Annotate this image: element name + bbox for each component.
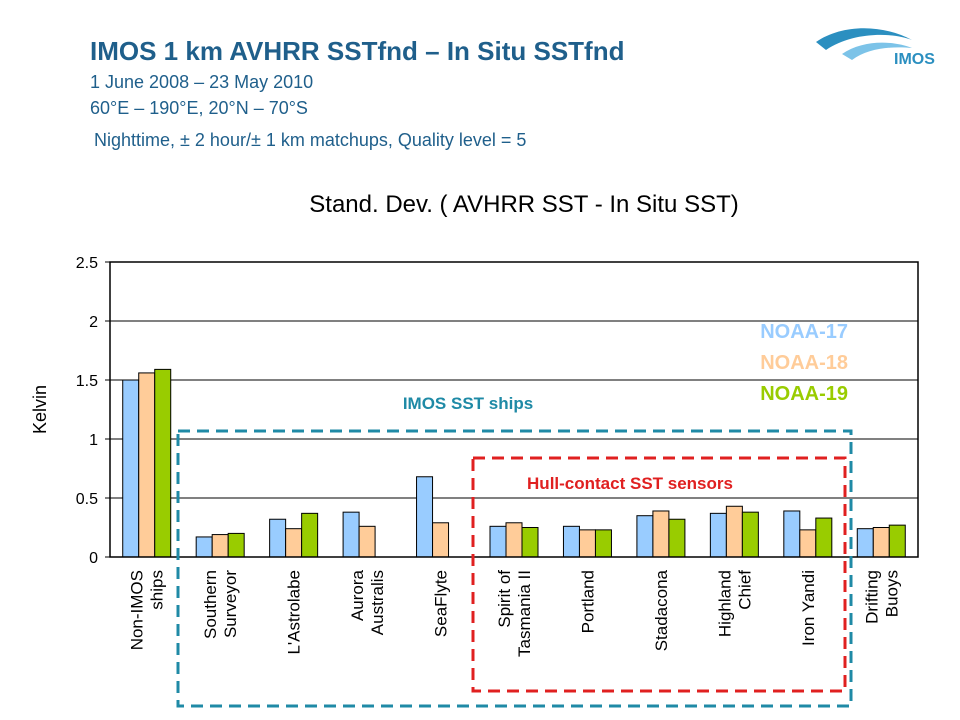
bar-noaa-18-3: [358, 525, 376, 558]
x-tick-label: SeaFlyte: [432, 570, 451, 637]
bar-noaa-18-8: [725, 505, 743, 558]
bar-noaa-19-10: [888, 524, 906, 558]
bar-noaa-19-0: [154, 368, 172, 558]
bar-noaa-18-10: [872, 527, 890, 558]
x-tick-label: HighlandChief: [715, 570, 754, 637]
x-tick-label: AuroraAustralis: [348, 569, 387, 635]
legend-noaa-19: NOAA-19: [760, 383, 848, 405]
x-tick-label: Stadacona: [652, 569, 671, 651]
y-tick-label: 0: [89, 550, 98, 567]
matchup-criteria: Nighttime, ± 2 hour/± 1 km matchups, Qua…: [94, 130, 527, 150]
x-tick-label: DriftingBuoys: [862, 570, 901, 624]
bar-noaa-17-10: [856, 528, 874, 558]
x-tick-label: L'Astrolabe: [285, 570, 304, 655]
legend-noaa-17: NOAA-17: [760, 321, 848, 343]
bar-noaa-17-3: [342, 511, 360, 558]
bar-noaa-19-5: [521, 527, 539, 558]
legend-noaa-18: NOAA-18: [760, 352, 848, 374]
bar-noaa-19-2: [301, 512, 319, 558]
bar-noaa-19-7: [668, 518, 686, 558]
y-tick-label: 2: [89, 314, 98, 331]
x-tick-label: Non-IMOSships: [128, 570, 167, 650]
bar-noaa-17-0: [122, 379, 140, 558]
imos-ships-box: [176, 429, 853, 708]
bar-noaa-19-6: [594, 529, 612, 558]
bar-noaa-17-9: [783, 510, 801, 558]
bar-noaa-19-9: [815, 517, 833, 558]
bar-noaa-18-9: [799, 529, 817, 558]
bar-noaa-17-8: [709, 512, 727, 558]
plot-frame: [109, 261, 919, 558]
hull-contact-box: [471, 456, 847, 693]
bar-noaa-18-6: [578, 529, 596, 558]
bar-noaa-18-4: [432, 522, 450, 558]
bar-noaa-18-5: [505, 522, 523, 558]
bar-noaa-19-1: [227, 532, 245, 558]
y-tick-label: 1: [89, 432, 98, 449]
x-tick-label: SouthernSurveyor: [201, 570, 240, 639]
bar-noaa-18-2: [285, 528, 303, 558]
annotation-hull-contact: Hull-contact SST sensors: [527, 474, 733, 493]
logo-text: IMOS: [894, 51, 935, 68]
bar-noaa-18-1: [211, 534, 229, 558]
annotation-imos-ships: IMOS SST ships: [403, 394, 533, 413]
x-tick-label: Iron Yandi: [799, 570, 818, 646]
imos-logo: IMOS: [816, 28, 935, 68]
x-tick-label: Spirit ofTasmania II: [495, 570, 534, 657]
y-axis-label: Kelvin: [30, 385, 50, 434]
bar-noaa-17-2: [269, 518, 287, 558]
bar-noaa-19-8: [741, 511, 759, 558]
bar-noaa-17-7: [636, 515, 654, 558]
bar-noaa-17-1: [195, 536, 213, 558]
chart-title: Stand. Dev. ( AVHRR SST - In Situ SST): [309, 191, 738, 218]
y-tick-label: 1.5: [76, 373, 98, 390]
region: 60°E – 190°E, 20°N – 70°S: [90, 98, 308, 118]
bar-noaa-17-5: [489, 525, 507, 558]
bar-noaa-17-4: [416, 476, 434, 558]
y-tick-label: 2.5: [76, 255, 98, 272]
bar-noaa-18-7: [652, 510, 670, 558]
date-range: 1 June 2008 – 23 May 2010: [90, 72, 314, 92]
bar-noaa-18-0: [138, 372, 156, 558]
bar-noaa-17-6: [562, 525, 580, 558]
y-tick-label: 0.5: [76, 491, 98, 508]
slide-title: IMOS 1 km AVHRR SSTfnd – In Situ SSTfnd: [90, 36, 625, 66]
x-tick-label: Portland: [578, 570, 597, 633]
